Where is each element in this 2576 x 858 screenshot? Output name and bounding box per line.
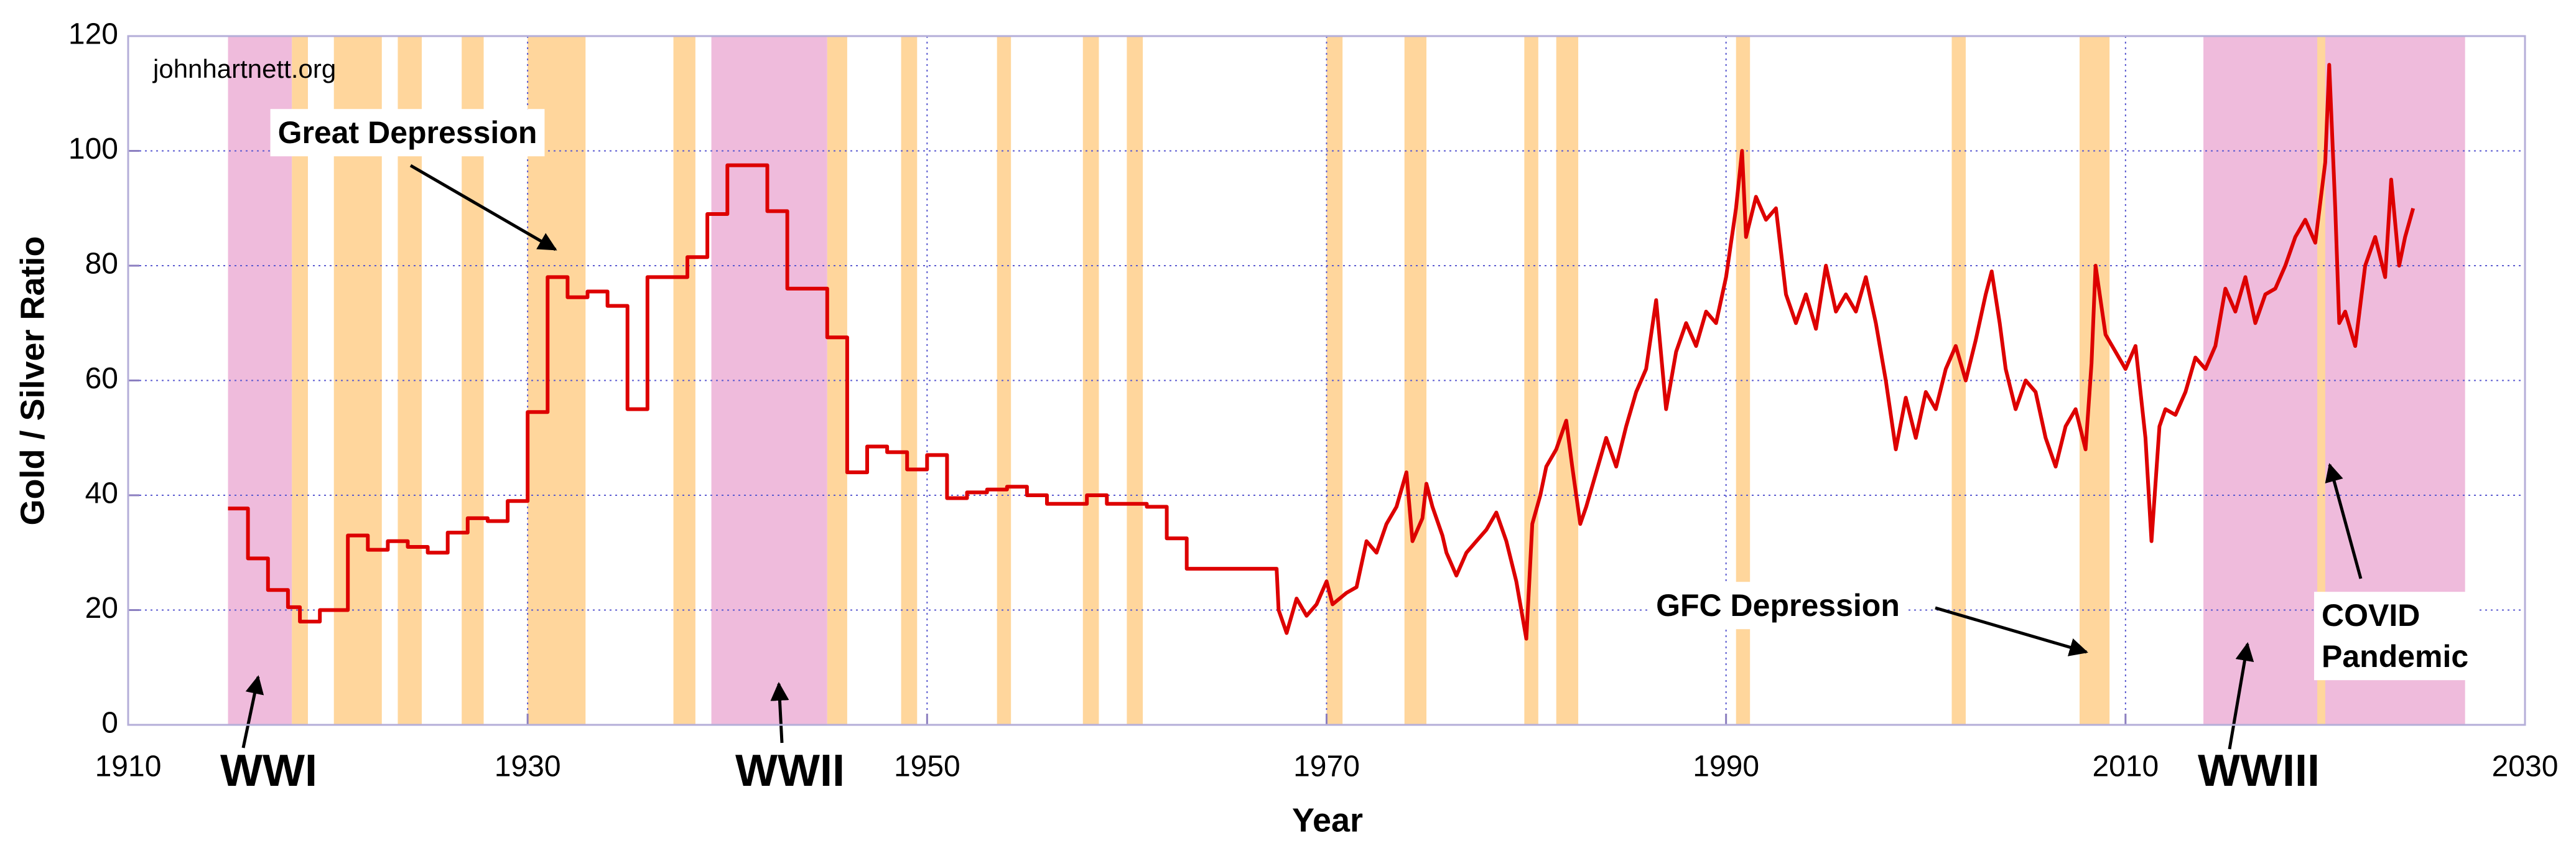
shaded-period — [901, 36, 918, 725]
annotation-text: WWI — [220, 746, 317, 796]
annotation-arrow — [770, 682, 789, 744]
annotation-text: Great Depression — [278, 115, 537, 150]
shaded-period — [1127, 36, 1143, 725]
annotation-text: WWII — [735, 746, 845, 796]
y-tick-label: 120 — [68, 18, 118, 51]
y-tick-label: 100 — [68, 133, 118, 166]
annotation-text: Pandemic — [2322, 639, 2468, 674]
annotation-arrow — [2228, 642, 2254, 750]
annotation-arrow — [1935, 606, 2088, 656]
y-tick-label: 20 — [85, 592, 118, 625]
x-tick-label: 1970 — [1293, 750, 1360, 783]
annotation-text: WWIII — [2198, 746, 2320, 796]
shaded-period — [997, 36, 1011, 725]
x-tick-label: 2030 — [2492, 750, 2559, 783]
y-tick-label: 80 — [85, 248, 118, 281]
ratio-line — [228, 63, 2416, 641]
shaded-period — [711, 36, 827, 725]
y-tick-label: 0 — [101, 707, 118, 740]
x-axis-label: Year — [1292, 801, 1363, 839]
annotation-arrow — [409, 164, 557, 251]
x-tick-label: 2010 — [2092, 750, 2159, 783]
annotation-text: GFC Depression — [1656, 588, 1900, 623]
x-tick-label: 1990 — [1693, 750, 1759, 783]
x-tick-label: 1950 — [894, 750, 960, 783]
shaded-period — [673, 36, 695, 725]
source-label: johnhartnett.org — [152, 54, 336, 83]
annotation-arrow — [2325, 463, 2363, 579]
x-tick-label: 1930 — [495, 750, 561, 783]
shaded-period — [1326, 36, 1343, 725]
y-tick-label: 40 — [85, 477, 118, 510]
annotation-arrow — [241, 675, 264, 748]
shaded-period — [1524, 36, 1538, 725]
shaded-period — [1951, 36, 1966, 725]
shaded-period — [827, 36, 847, 725]
x-tick-label: 1910 — [95, 750, 162, 783]
y-tick-label: 60 — [85, 362, 118, 395]
y-axis-label: Gold / Silver Ratio — [14, 236, 51, 525]
annotation-box — [2314, 592, 2476, 681]
annotation-text: COVID — [2322, 598, 2420, 633]
annotation-box — [270, 109, 545, 157]
shaded-period — [1082, 36, 1099, 725]
plot-frame — [127, 35, 2526, 726]
annotation-box — [1648, 582, 1907, 630]
